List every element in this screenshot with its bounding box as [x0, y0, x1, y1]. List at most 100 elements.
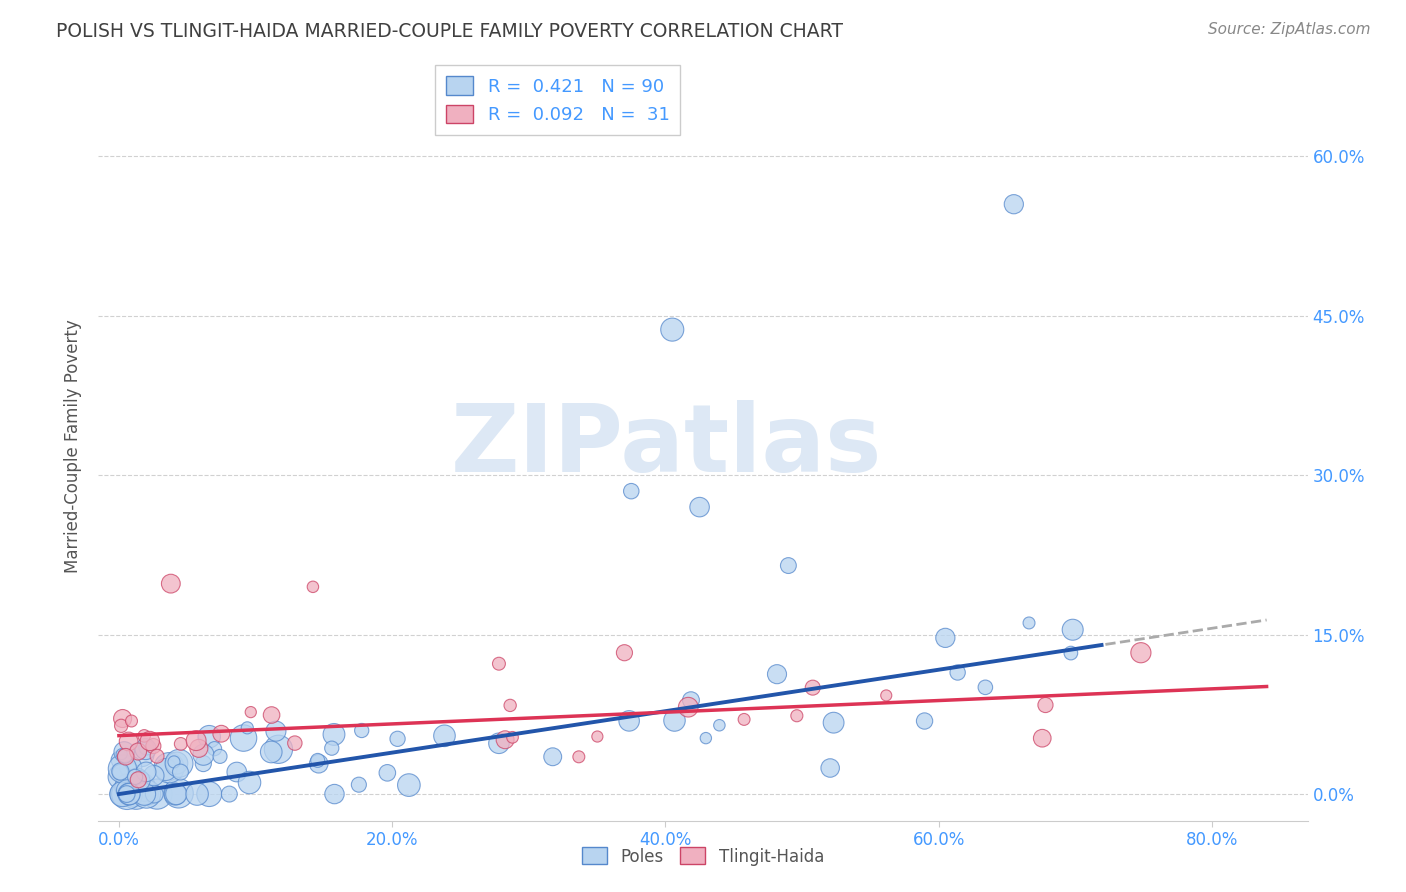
Point	[127, 772, 149, 787]
Point	[157, 761, 180, 775]
Point	[160, 576, 183, 591]
Text: Source: ZipAtlas.com: Source: ZipAtlas.com	[1208, 22, 1371, 37]
Text: ZIPatlas: ZIPatlas	[451, 400, 883, 492]
Point	[110, 719, 132, 733]
Point	[111, 787, 134, 801]
Point	[586, 730, 609, 744]
Point	[387, 731, 409, 746]
Point	[232, 731, 254, 745]
Point	[124, 770, 146, 784]
Point	[689, 500, 711, 515]
Point	[118, 787, 141, 801]
Point	[110, 765, 132, 780]
Point	[679, 693, 702, 707]
Point	[146, 749, 169, 764]
Point	[125, 787, 148, 801]
Point	[264, 724, 287, 739]
Point	[112, 745, 135, 759]
Point	[186, 733, 208, 747]
Point	[125, 772, 148, 787]
Point	[117, 780, 139, 794]
Point	[111, 747, 134, 761]
Point	[1035, 698, 1057, 712]
Point	[120, 760, 142, 774]
Point	[786, 708, 808, 723]
Point	[321, 741, 343, 756]
Point	[111, 712, 134, 726]
Point	[146, 787, 169, 801]
Point	[1018, 615, 1040, 630]
Point	[110, 753, 132, 767]
Point	[134, 787, 156, 801]
Point	[131, 747, 153, 762]
Point	[664, 714, 686, 728]
Point	[236, 721, 259, 735]
Point	[143, 787, 166, 801]
Point	[163, 755, 186, 769]
Point	[186, 787, 208, 801]
Point	[934, 631, 956, 645]
Point	[121, 714, 143, 728]
Point	[129, 773, 152, 788]
Point	[169, 765, 191, 780]
Point	[1062, 623, 1084, 637]
Point	[127, 745, 149, 759]
Point	[502, 731, 524, 745]
Point	[568, 749, 591, 764]
Point	[613, 646, 636, 660]
Point	[110, 770, 132, 784]
Point	[139, 734, 162, 748]
Point	[111, 787, 134, 801]
Point	[208, 749, 231, 764]
Point	[323, 787, 346, 801]
Point	[142, 769, 165, 783]
Point	[1129, 646, 1152, 660]
Y-axis label: Married-Couple Family Poverty: Married-Couple Family Poverty	[65, 319, 83, 573]
Point	[238, 775, 260, 789]
Point	[204, 741, 226, 756]
Point	[131, 779, 153, 793]
Point	[114, 748, 136, 763]
Point	[198, 787, 221, 801]
Point	[117, 787, 139, 801]
Point	[110, 764, 132, 779]
Point	[134, 782, 156, 797]
Point	[142, 739, 165, 753]
Point	[267, 742, 290, 756]
Text: POLISH VS TLINGIT-HAIDA MARRIED-COUPLE FAMILY POVERTY CORRELATION CHART: POLISH VS TLINGIT-HAIDA MARRIED-COUPLE F…	[56, 22, 844, 41]
Point	[135, 787, 157, 801]
Point	[488, 736, 510, 750]
Point	[167, 786, 190, 800]
Point	[778, 558, 800, 573]
Point	[914, 714, 936, 728]
Point	[110, 787, 132, 801]
Point	[733, 713, 755, 727]
Point	[115, 787, 138, 801]
Point	[347, 778, 370, 792]
Point	[818, 761, 841, 775]
Point	[260, 745, 283, 759]
Point	[1060, 646, 1083, 660]
Point	[766, 667, 789, 681]
Point	[541, 749, 564, 764]
Point	[136, 787, 159, 801]
Point	[115, 783, 138, 797]
Point	[695, 731, 717, 745]
Point	[135, 742, 157, 756]
Point	[1002, 197, 1025, 211]
Point	[284, 736, 307, 750]
Point	[302, 580, 325, 594]
Point	[307, 753, 329, 767]
Point	[620, 484, 643, 499]
Point	[187, 741, 209, 756]
Point	[129, 776, 152, 790]
Point	[375, 765, 398, 780]
Point	[166, 756, 188, 770]
Point	[875, 689, 897, 703]
Point	[135, 740, 157, 755]
Point	[120, 787, 142, 801]
Point	[1031, 731, 1053, 746]
Point	[398, 778, 420, 792]
Point	[499, 698, 522, 713]
Point	[678, 700, 700, 714]
